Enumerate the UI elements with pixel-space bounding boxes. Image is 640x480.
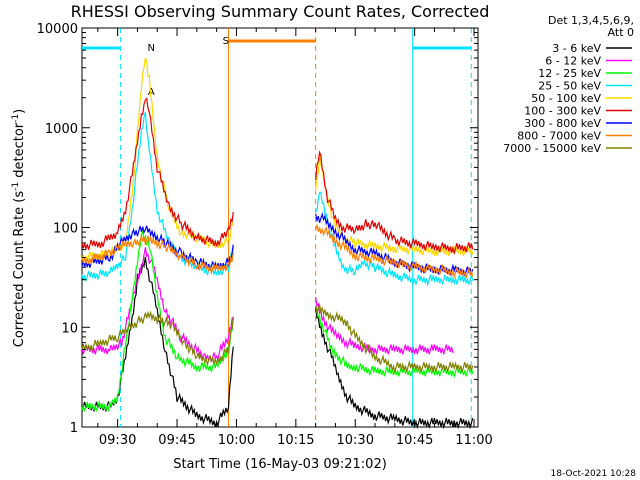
series-line-2-a: [81, 229, 234, 412]
y-tick-label-2: 100: [53, 222, 78, 237]
legend-label-3: 25 - 50 keV: [538, 80, 601, 93]
x-axis-label: Start Time (16-May-03 09:21:02): [173, 457, 387, 472]
legend-label-8: 7000 - 15000 keV: [503, 142, 601, 155]
series-line-4-a: [81, 57, 234, 262]
series-line-2-b: [315, 306, 474, 379]
legend-detectors: Det 1,3,4,5,6,9,: [548, 14, 634, 27]
legend-label-1: 6 - 12 keV: [545, 55, 601, 68]
x-tick-label-6: 11:00: [455, 433, 492, 448]
series-lines: [81, 57, 474, 430]
y-axis-label: Corrected Count Rate (s-1 detector-1): [11, 109, 27, 347]
series-line-0-b: [315, 307, 474, 430]
legend-attenuator: Att 0: [608, 26, 634, 39]
attenuator-marker-label: A: [148, 87, 155, 98]
y-tick-label-3: 1000: [45, 122, 78, 137]
x-tick-label-0: 09:30: [99, 433, 136, 448]
series-line-1-b: [315, 296, 454, 356]
night-marker-label: N: [148, 43, 155, 54]
y-tick-label-0: 1: [70, 421, 78, 436]
y-tick-label-1: 10: [61, 321, 78, 336]
y-tick-label-4: 10000: [37, 22, 78, 37]
series-line-8-a: [81, 310, 234, 365]
axes: 1 10 100 1000 10000 09:30 09:45 10:00 10:15 10:30…: [37, 22, 493, 448]
x-tick-label-3: 10:15: [277, 433, 314, 448]
saa-marker-label: S: [223, 36, 229, 47]
x-tick-label-5: 10:45: [396, 433, 433, 448]
footer-date: 18-Oct-2021 10:28: [551, 469, 637, 479]
series-line-8-b: [315, 302, 474, 375]
legend-label-6: 300 - 800 keV: [524, 117, 601, 130]
x-tick-label-1: 09:45: [158, 433, 195, 448]
series-line-3-b: [315, 191, 474, 287]
chart-title: RHESSI Observing Summary Count Rates, Co…: [71, 2, 490, 21]
series-line-5-a: [81, 97, 234, 251]
series-line-6-a: [81, 225, 234, 271]
legend-label-5: 100 - 300 keV: [524, 105, 601, 118]
legend-label-2: 12 - 25 keV: [538, 67, 601, 80]
x-tick-label-2: 10:00: [218, 433, 255, 448]
legend-label-0: 3 - 6 keV: [552, 42, 601, 55]
x-tick-label-4: 10:30: [337, 433, 374, 448]
legend-label-7: 800 - 7000 keV: [517, 130, 601, 143]
series-line-5-b: [315, 150, 474, 256]
series-line-7-a: [81, 235, 234, 274]
legend-label-4: 50 - 100 keV: [531, 92, 601, 105]
series-line-7-b: [315, 223, 474, 279]
